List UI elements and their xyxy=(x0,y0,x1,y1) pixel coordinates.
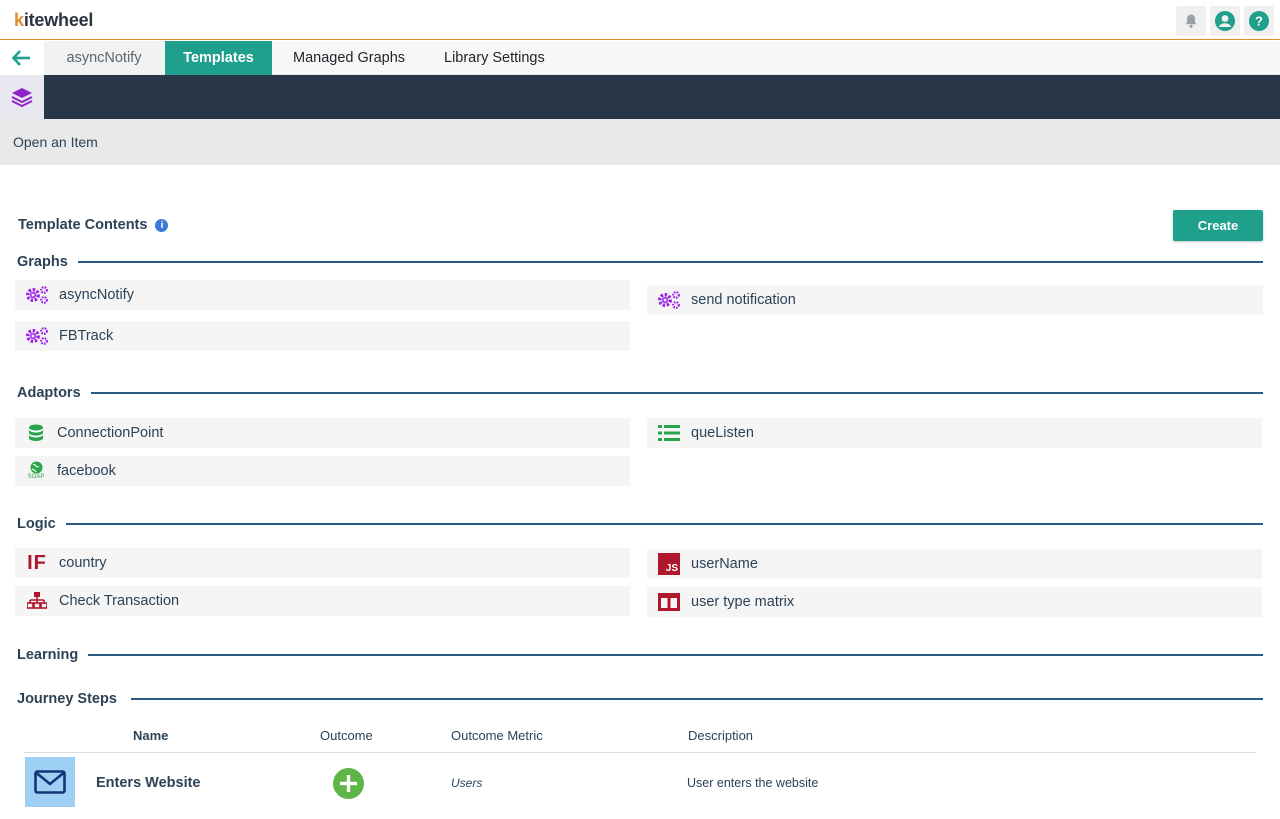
logic-label: Check Transaction xyxy=(59,593,180,609)
header-actions: ? xyxy=(1176,6,1274,36)
if-icon: IF xyxy=(24,552,50,574)
template-contents-title: Template Contents i xyxy=(18,217,169,233)
adaptor-label: queListen xyxy=(691,425,754,441)
column-header-outcome[interactable]: Outcome xyxy=(320,728,373,743)
open-item-label[interactable]: Open an Item xyxy=(13,134,98,150)
section-learning: Learning xyxy=(17,647,1263,663)
section-label: Graphs xyxy=(17,254,68,270)
layers-icon[interactable] xyxy=(0,75,44,119)
step-name[interactable]: Enters Website xyxy=(96,775,201,791)
logic-item[interactable]: IF country xyxy=(15,548,630,578)
adaptor-item[interactable]: ConnectionPoint xyxy=(15,418,630,448)
adaptor-label: ConnectionPoint xyxy=(57,425,164,441)
info-icon[interactable]: i xyxy=(155,218,169,232)
js-label: JS xyxy=(665,563,678,574)
soap-globe-icon: SOAP xyxy=(24,460,48,482)
tab-current-item[interactable]: asyncNotify xyxy=(44,41,164,75)
adaptor-label: facebook xyxy=(57,463,116,479)
graph-item[interactable]: asyncNotify xyxy=(15,280,630,310)
section-label: Logic xyxy=(17,516,56,532)
cogs-icon xyxy=(656,289,682,311)
plus-circle-icon[interactable] xyxy=(333,768,364,799)
section-divider xyxy=(88,654,1263,656)
envelope-icon xyxy=(25,757,75,807)
graph-label: FBTrack xyxy=(59,328,114,344)
logic-item[interactable]: Check Transaction xyxy=(15,586,630,616)
tab-managed-graphs[interactable]: Managed Graphs xyxy=(293,50,406,66)
graph-label: asyncNotify xyxy=(59,287,134,303)
column-header-name[interactable]: Name xyxy=(133,728,169,743)
graph-item[interactable]: send notification xyxy=(647,285,1263,315)
section-divider xyxy=(77,261,1263,263)
table-divider xyxy=(24,752,1256,753)
soap-label: SOAP xyxy=(27,474,45,480)
section-divider xyxy=(130,698,1263,700)
logic-item[interactable]: JS userName xyxy=(647,549,1262,579)
section-label: Adaptors xyxy=(17,385,81,401)
logic-label: country xyxy=(59,555,107,571)
section-divider xyxy=(90,392,1263,394)
section-journey-steps: Journey Steps xyxy=(17,691,1263,707)
section-logic: Logic xyxy=(17,516,1263,532)
database-icon xyxy=(24,422,48,444)
logic-item[interactable]: user type matrix xyxy=(647,587,1262,617)
tab-templates[interactable]: Templates xyxy=(165,41,272,75)
bell-icon[interactable] xyxy=(1176,6,1206,36)
step-metric: Users xyxy=(451,776,483,790)
open-item-bar[interactable]: Open an Item xyxy=(0,119,1280,165)
step-description: User enters the website xyxy=(687,776,819,790)
tab-library-settings[interactable]: Library Settings xyxy=(444,50,545,66)
sitemap-icon xyxy=(24,590,50,612)
top-bar: kitewheel ? xyxy=(0,0,1280,40)
logic-label: userName xyxy=(691,556,758,572)
section-graphs: Graphs xyxy=(17,254,1263,270)
section-divider xyxy=(65,523,1263,525)
svg-text:?: ? xyxy=(1255,14,1263,29)
if-label: IF xyxy=(27,551,47,574)
column-header-description[interactable]: Description xyxy=(688,728,754,743)
javascript-icon: JS xyxy=(656,553,682,575)
create-button[interactable]: Create xyxy=(1173,210,1263,241)
section-label: Journey Steps xyxy=(17,691,117,707)
graph-label: send notification xyxy=(691,292,796,308)
tab-bar: asyncNotify Templates Managed Graphs Lib… xyxy=(0,41,1280,75)
adaptor-item[interactable]: SOAP facebook xyxy=(15,456,630,486)
matrix-icon xyxy=(656,591,682,613)
template-contents-label: Template Contents xyxy=(18,217,148,233)
adaptor-item[interactable]: queListen xyxy=(647,418,1262,448)
user-circle-icon[interactable] xyxy=(1210,6,1240,36)
logic-label: user type matrix xyxy=(691,594,795,610)
section-adaptors: Adaptors xyxy=(17,385,1263,401)
kitewheel-logo[interactable]: kitewheel xyxy=(14,10,94,30)
section-label: Learning xyxy=(17,647,79,663)
toolbar-band xyxy=(0,75,1280,119)
help-icon[interactable]: ? xyxy=(1244,6,1274,36)
column-header-metric[interactable]: Outcome Metric xyxy=(451,728,543,743)
cogs-icon xyxy=(24,284,50,306)
list-icon xyxy=(656,422,682,444)
cogs-icon xyxy=(24,325,50,347)
back-arrow-icon[interactable] xyxy=(0,41,44,75)
graph-item[interactable]: FBTrack xyxy=(15,321,630,351)
